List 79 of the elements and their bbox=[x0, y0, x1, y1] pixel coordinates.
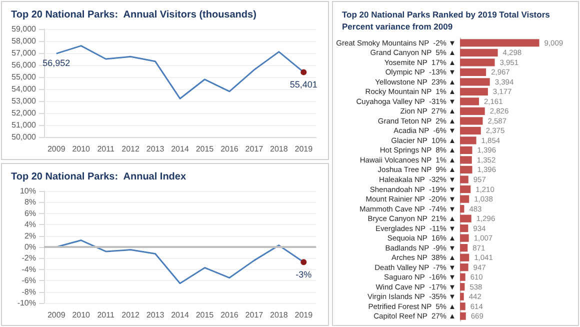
y-tick-label: 53,000 bbox=[12, 96, 37, 106]
y-tick-label: 4% bbox=[24, 220, 36, 230]
chart-title: Top 20 National Parks Ranked by 2019 Total Vistors bbox=[342, 10, 550, 20]
y-tick-label: -6% bbox=[22, 276, 36, 286]
bar bbox=[460, 244, 468, 252]
bar bbox=[460, 146, 472, 154]
bar bbox=[460, 185, 471, 194]
y-tick-label: -10% bbox=[17, 298, 36, 308]
bar bbox=[460, 78, 490, 86]
bar bbox=[460, 312, 466, 320]
bar bbox=[460, 273, 466, 281]
x-tick-label: 2012 bbox=[122, 144, 140, 154]
bar bbox=[460, 234, 469, 242]
data-label: 56,952 bbox=[42, 58, 70, 68]
y-tick-label: 54,000 bbox=[12, 84, 37, 94]
x-tick-label: 2014 bbox=[171, 310, 190, 320]
y-tick-label: 58,000 bbox=[12, 36, 37, 46]
x-tick-label: 2010 bbox=[72, 144, 91, 154]
bar bbox=[460, 264, 468, 272]
bar bbox=[460, 195, 470, 203]
x-tick-label: 2009 bbox=[47, 144, 66, 154]
x-tick-label: 2019 bbox=[294, 144, 314, 154]
data-label: -3% bbox=[296, 270, 312, 280]
bar bbox=[460, 302, 466, 310]
x-tick-label: 2011 bbox=[97, 310, 115, 320]
y-tick-label: 51,000 bbox=[12, 120, 37, 130]
bar bbox=[460, 292, 464, 300]
y-tick-label: -2% bbox=[22, 254, 36, 263]
x-tick-label: 2009 bbox=[47, 310, 66, 320]
x-tick-label: 2017 bbox=[245, 144, 264, 154]
bar bbox=[460, 88, 488, 96]
y-tick-label: 6% bbox=[24, 208, 36, 218]
y-tick-label: 8% bbox=[24, 198, 36, 207]
y-tick-label: 55,000 bbox=[12, 72, 37, 82]
bar bbox=[460, 136, 476, 144]
y-tick-label: -4% bbox=[22, 264, 36, 274]
bar bbox=[460, 68, 486, 76]
x-tick-label: 2018 bbox=[270, 144, 288, 154]
bar bbox=[460, 224, 468, 232]
x-tick-label: 2017 bbox=[245, 310, 264, 320]
x-tick-label: 2013 bbox=[146, 310, 165, 320]
chart-title: Top 20 National Parks: Annual Visitors (thousands) bbox=[11, 10, 256, 20]
x-tick-label: 2016 bbox=[220, 310, 239, 320]
bar bbox=[460, 58, 495, 66]
y-tick-label: 2% bbox=[24, 231, 36, 240]
bar bbox=[460, 176, 468, 184]
y-tick-label: 0% bbox=[24, 242, 36, 252]
bar bbox=[460, 48, 498, 56]
x-tick-label: 2015 bbox=[196, 144, 214, 154]
bar bbox=[460, 39, 540, 47]
chart-subtitle: Percent variance from 2009 bbox=[342, 22, 453, 32]
bar bbox=[460, 166, 472, 174]
bar bbox=[460, 98, 479, 106]
bar bbox=[460, 107, 485, 115]
data-label: 55,401 bbox=[290, 80, 318, 90]
bar bbox=[460, 204, 464, 213]
bar bbox=[460, 283, 465, 291]
chart-title: Top 20 National Parks: Annual Index bbox=[11, 172, 186, 182]
x-tick-label: 2016 bbox=[220, 144, 239, 154]
y-tick-label: 52,000 bbox=[12, 108, 37, 118]
x-tick-label: 2013 bbox=[146, 144, 165, 154]
y-tick-label: -8% bbox=[22, 287, 36, 296]
y-tick-label: 59,000 bbox=[12, 24, 37, 34]
x-tick-label: 2010 bbox=[72, 310, 91, 320]
bar bbox=[460, 117, 483, 125]
x-tick-label: 2011 bbox=[97, 144, 115, 154]
x-tick-label: 2019 bbox=[294, 310, 314, 320]
y-tick-label: 56,000 bbox=[12, 60, 37, 70]
bar bbox=[460, 254, 470, 262]
y-tick-label: 57,000 bbox=[12, 48, 37, 58]
x-tick-label: 2012 bbox=[122, 310, 140, 320]
bar bbox=[460, 156, 472, 164]
bar bbox=[460, 126, 481, 135]
x-tick-label: 2018 bbox=[270, 310, 288, 320]
x-tick-label: 2014 bbox=[171, 144, 190, 154]
bar bbox=[460, 214, 472, 222]
y-tick-label: 10% bbox=[20, 186, 36, 196]
y-tick-label: 50,000 bbox=[12, 132, 37, 142]
x-tick-label: 2015 bbox=[196, 310, 214, 320]
